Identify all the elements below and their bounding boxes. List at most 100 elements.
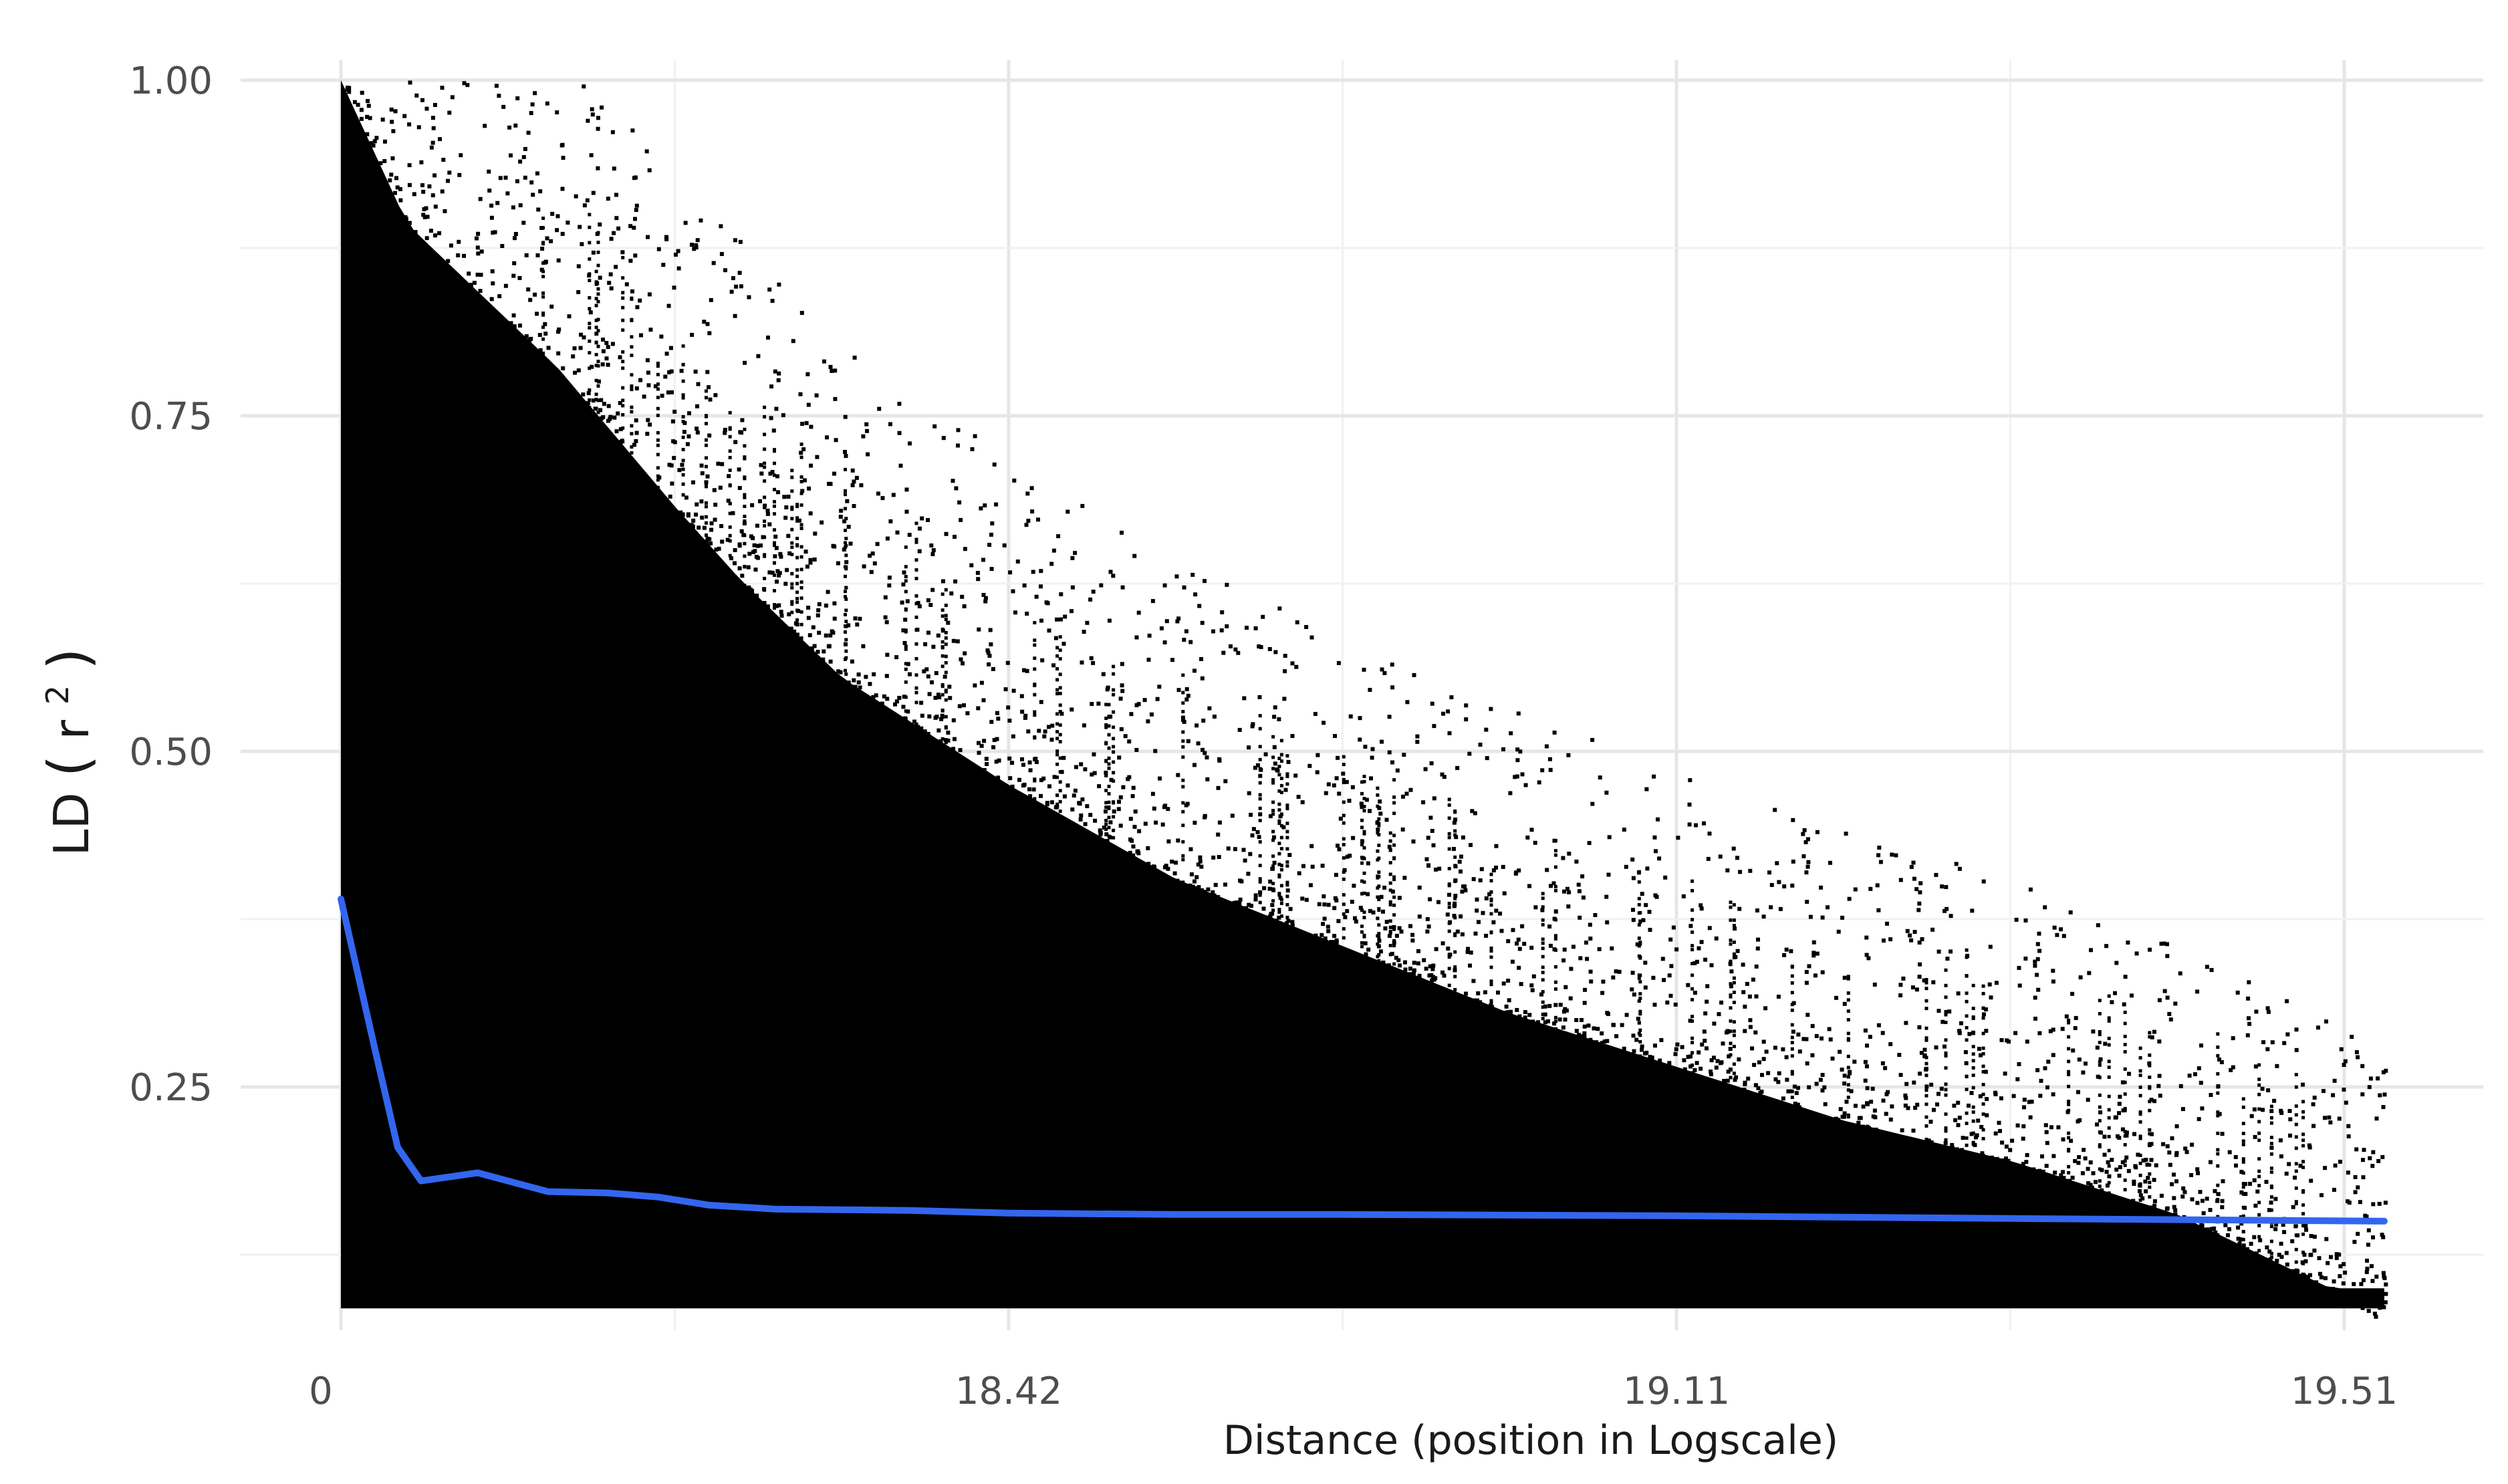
scatter-point: [1058, 648, 1062, 652]
scatter-point: [845, 499, 850, 503]
scatter-point: [1517, 965, 1521, 970]
scatter-point: [2051, 1092, 2055, 1097]
scatter-point: [1412, 968, 1416, 973]
scatter-point: [365, 132, 370, 136]
scatter-point: [2287, 1162, 2291, 1166]
scatter-point: [2138, 1193, 2143, 1198]
scatter-point: [2324, 1276, 2328, 1281]
scatter-point: [842, 519, 847, 523]
scatter-point: [1971, 1157, 1975, 1161]
scatter-point: [705, 485, 708, 489]
scatter-point: [1286, 759, 1291, 764]
scatter-point: [2269, 1146, 2274, 1150]
scatter-point: [1336, 918, 1341, 923]
scatter-point: [1279, 898, 1283, 902]
scatter-point: [1715, 1059, 1720, 1064]
scatter-point: [1366, 947, 1371, 952]
scatter-point: [1805, 900, 1809, 904]
scatter-point: [1447, 929, 1451, 933]
scatter-point: [2098, 999, 2102, 1003]
scatter-point: [541, 312, 545, 316]
scatter-point: [1273, 705, 1277, 710]
scatter-point: [632, 443, 636, 447]
scatter-point: [1008, 776, 1013, 781]
scatter-point: [372, 139, 377, 144]
scatter-point: [1150, 791, 1155, 796]
scatter-point: [1949, 949, 1953, 954]
scatter-point: [1112, 771, 1116, 775]
scatter-point: [1005, 660, 1010, 665]
scatter-point: [973, 683, 977, 688]
scatter-point: [1380, 667, 1384, 672]
scatter-point: [1077, 801, 1082, 806]
scatter-point: [1392, 895, 1396, 899]
scatter-point: [407, 122, 412, 127]
scatter-point: [2148, 1108, 2152, 1112]
scatter-point: [1402, 876, 1407, 880]
scatter-point: [2035, 973, 2039, 977]
scatter-point: [773, 554, 777, 559]
scatter-point: [1388, 919, 1392, 923]
scatter-point: [1447, 905, 1451, 909]
scatter-point: [1924, 1102, 1928, 1106]
scatter-point: [1197, 885, 1201, 890]
scatter-point: [1134, 635, 1139, 640]
scatter-point: [1842, 1111, 1847, 1116]
scatter-point: [801, 447, 806, 452]
scatter-point: [705, 536, 710, 541]
scatter-point: [1753, 1030, 1758, 1035]
scatter-point: [1193, 763, 1197, 767]
scatter-point: [1985, 1113, 1989, 1118]
scatter-point: [1117, 755, 1122, 760]
scatter-point: [1553, 909, 1557, 913]
scatter-point: [1304, 898, 1309, 902]
scatter-point: [490, 269, 495, 273]
scatter-point: [1499, 929, 1504, 933]
scatter-point: [731, 276, 735, 281]
scatter-point: [1981, 984, 1985, 988]
scatter-point: [1377, 844, 1381, 848]
scatter-point: [1387, 844, 1392, 849]
scatter-point: [1206, 887, 1211, 892]
scatter-point: [1944, 995, 1948, 999]
scatter-point: [421, 213, 426, 217]
scatter-point: [1961, 1136, 1965, 1140]
scatter-point: [2353, 1190, 2358, 1195]
scatter-point: [1134, 703, 1139, 707]
scatter-point: [1131, 853, 1136, 858]
scatter-point: [630, 451, 634, 455]
scatter-point: [759, 543, 763, 547]
scatter-point: [524, 253, 529, 257]
scatter-point: [1993, 1131, 1998, 1136]
scatter-point: [1541, 971, 1545, 975]
scatter-point: [719, 252, 724, 256]
scatter-point: [733, 561, 737, 566]
scatter-point: [882, 694, 886, 699]
scatter-point: [1096, 701, 1101, 706]
scatter-point: [1392, 975, 1396, 979]
scatter-point: [1931, 980, 1936, 985]
scatter-point: [1952, 1104, 1957, 1108]
scatter-point: [2269, 1251, 2273, 1255]
scatter-point: [1574, 859, 1579, 864]
scatter-point: [904, 579, 908, 583]
scatter-point: [1530, 988, 1535, 993]
scatter-point: [1028, 794, 1033, 799]
scatter-point: [1928, 1140, 1932, 1145]
scatter-point: [1541, 941, 1545, 945]
scatter-point: [2241, 1205, 2245, 1209]
scatter-point: [594, 282, 598, 286]
scatter-point: [1792, 1084, 1797, 1089]
scatter-point: [705, 370, 710, 374]
scatter-point: [1377, 817, 1381, 821]
scatter-point: [2148, 1128, 2152, 1132]
scatter-point: [1107, 618, 1112, 623]
scatter-point: [1258, 877, 1262, 881]
scatter-point: [917, 526, 922, 531]
scatter-point: [1852, 1060, 1857, 1064]
scatter-point: [1342, 843, 1346, 847]
scatter-point: [1690, 1071, 1695, 1076]
scatter-point: [1392, 939, 1396, 943]
scatter-point: [1376, 831, 1380, 835]
scatter-point: [705, 396, 708, 400]
